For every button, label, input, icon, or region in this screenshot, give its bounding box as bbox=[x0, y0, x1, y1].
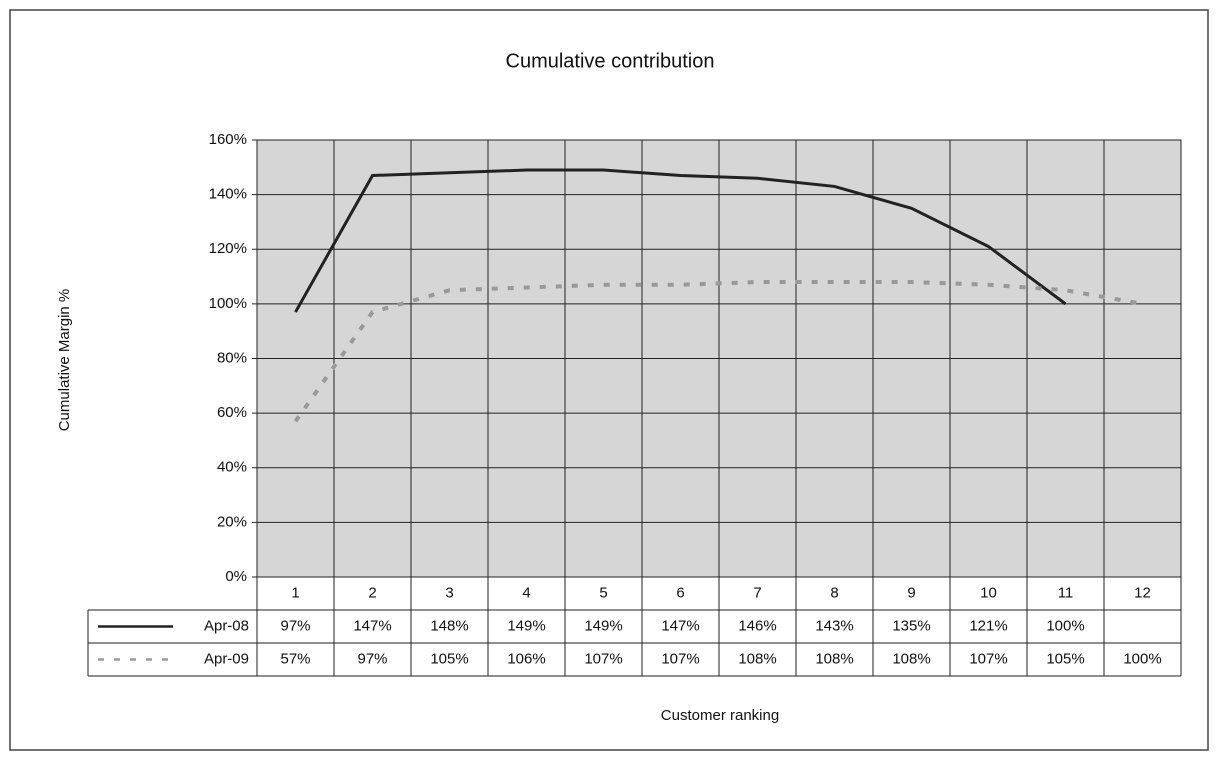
table-cell: 100% bbox=[1123, 650, 1161, 667]
y-tick-label: 0% bbox=[225, 568, 247, 585]
table-cell: 97% bbox=[357, 650, 387, 667]
table-cell: 107% bbox=[584, 650, 622, 667]
legend-label: Apr-09 bbox=[204, 650, 249, 667]
table-cell: 148% bbox=[430, 617, 468, 634]
table-cell: 149% bbox=[507, 617, 545, 634]
table-cell: 147% bbox=[353, 617, 391, 634]
x-tick-label: 10 bbox=[980, 584, 997, 601]
table-cell: 143% bbox=[815, 617, 853, 634]
table-cell: 97% bbox=[280, 617, 310, 634]
y-axis-title: Cumulative Margin % bbox=[56, 289, 73, 432]
table-cell: 105% bbox=[430, 650, 468, 667]
x-tick-label: 1 bbox=[291, 584, 299, 601]
table-cell: 108% bbox=[738, 650, 776, 667]
series-line bbox=[294, 168, 1067, 313]
x-tick-label: 6 bbox=[676, 584, 684, 601]
y-tick-label: 20% bbox=[217, 513, 247, 530]
y-tick-label: 160% bbox=[209, 131, 247, 148]
table-cell: 105% bbox=[1046, 650, 1084, 667]
x-tick-label: 2 bbox=[368, 584, 376, 601]
table-cell: 135% bbox=[892, 617, 930, 634]
table-cell: 106% bbox=[507, 650, 545, 667]
table-cell: 121% bbox=[969, 617, 1007, 634]
chart-title: Cumulative contribution bbox=[506, 50, 715, 72]
x-tick-label: 8 bbox=[830, 584, 838, 601]
x-axis-title: Customer ranking bbox=[661, 707, 779, 724]
y-tick-label: 60% bbox=[217, 404, 247, 421]
x-tick-label: 3 bbox=[445, 584, 453, 601]
y-tick-label: 120% bbox=[209, 240, 247, 257]
legend-label: Apr-08 bbox=[204, 617, 249, 634]
table-cell: 107% bbox=[661, 650, 699, 667]
table-cell: 147% bbox=[661, 617, 699, 634]
table-cell: 108% bbox=[815, 650, 853, 667]
table-cell: 57% bbox=[280, 650, 310, 667]
y-tick-label: 80% bbox=[217, 349, 247, 366]
y-tick-label: 100% bbox=[209, 295, 247, 312]
x-tick-label: 5 bbox=[599, 584, 607, 601]
x-tick-label: 9 bbox=[907, 584, 915, 601]
y-tick-label: 40% bbox=[217, 459, 247, 476]
table-cell: 100% bbox=[1046, 617, 1084, 634]
x-tick-label: 12 bbox=[1134, 584, 1151, 601]
table-cell: 146% bbox=[738, 617, 776, 634]
series-line bbox=[293, 280, 1143, 423]
table-cell: 108% bbox=[892, 650, 930, 667]
table-cell: 149% bbox=[584, 617, 622, 634]
x-tick-label: 11 bbox=[1058, 584, 1074, 601]
y-tick-label: 140% bbox=[209, 186, 247, 203]
x-tick-label: 4 bbox=[522, 584, 530, 601]
x-tick-label: 7 bbox=[753, 584, 761, 601]
table-cell: 107% bbox=[969, 650, 1007, 667]
